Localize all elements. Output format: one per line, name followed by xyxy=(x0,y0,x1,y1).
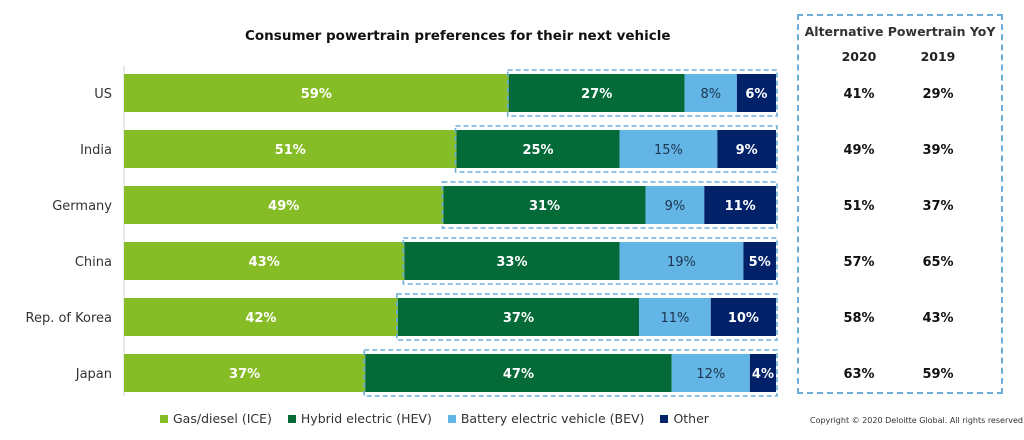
data-label-japan-0: 37% xyxy=(229,367,260,382)
category-label-japan: Japan xyxy=(75,367,112,382)
bar-germany-3 xyxy=(704,186,776,224)
bar-us-1 xyxy=(508,74,685,112)
data-label-china-0: 43% xyxy=(249,255,280,270)
legend-swatch-ice xyxy=(160,414,168,423)
bar-china-1 xyxy=(404,242,620,280)
bar-us-2 xyxy=(684,74,737,112)
bar-japan-0 xyxy=(124,354,366,392)
bar-germany-1 xyxy=(443,186,646,224)
data-label-us-1: 27% xyxy=(581,87,612,102)
alt-outline-rep-of-korea xyxy=(396,293,778,341)
data-label-japan-1: 47% xyxy=(503,367,534,382)
legend-item-ice: Gas/diesel (ICE) xyxy=(160,411,272,426)
yoy-value-4-2019: 43% xyxy=(922,311,954,326)
data-label-us-2: 8% xyxy=(700,87,721,102)
data-label-india-0: 51% xyxy=(275,143,306,158)
yoy-value-0-2020: 41% xyxy=(843,87,875,102)
data-label-rep-of-korea-2: 11% xyxy=(660,311,689,326)
legend-swatch-hev xyxy=(287,414,296,423)
legend-swatch-other xyxy=(660,414,669,423)
legend-item-other: Other xyxy=(660,411,709,426)
bar-germany-0 xyxy=(124,186,444,224)
data-label-germany-1: 31% xyxy=(529,199,560,214)
bar-india-0 xyxy=(124,130,457,168)
data-label-rep-of-korea-0: 42% xyxy=(245,311,276,326)
legend-label-other: Other xyxy=(673,411,709,426)
alt-outline-us xyxy=(506,69,778,117)
yoy-value-3-2020: 57% xyxy=(843,255,875,270)
legend-label-bev: Battery electric vehicle (BEV) xyxy=(460,411,645,426)
bar-germany-2 xyxy=(645,186,705,224)
data-label-japan-3: 4% xyxy=(752,367,774,382)
alt-outline-india xyxy=(454,125,778,173)
bar-india-1 xyxy=(456,130,620,168)
yoy-value-1-2020: 49% xyxy=(843,143,875,158)
bar-us-0 xyxy=(124,74,509,112)
data-label-rep-of-korea-3: 10% xyxy=(728,311,759,326)
legend: Gas/diesel (ICE) Hybrid electric (HEV) B… xyxy=(160,411,709,426)
bar-china-3 xyxy=(743,242,776,280)
bar-rep-of-korea-2 xyxy=(639,298,711,336)
alt-outline-china xyxy=(402,237,778,285)
bar-india-3 xyxy=(717,130,776,168)
category-label-us: US xyxy=(94,87,112,102)
yoy-value-3-2019: 65% xyxy=(922,255,954,270)
data-label-germany-0: 49% xyxy=(268,199,299,214)
alt-outline-germany xyxy=(441,181,778,229)
legend-label-hev: Hybrid electric (HEV) xyxy=(300,411,432,426)
data-label-us-0: 59% xyxy=(301,87,332,102)
bar-rep-of-korea-1 xyxy=(397,298,640,336)
yoy-value-5-2020: 63% xyxy=(843,367,875,382)
data-label-china-1: 33% xyxy=(496,255,527,270)
yoy-value-2-2019: 37% xyxy=(922,199,954,214)
bar-rep-of-korea-3 xyxy=(710,298,776,336)
category-label-germany: Germany xyxy=(52,199,112,214)
legend-label-ice: Gas/diesel (ICE) xyxy=(173,411,272,426)
bar-rep-of-korea-0 xyxy=(124,298,398,336)
yoy-panel: Alternative Powertrain YoY 2020 2019 41%… xyxy=(797,14,1003,394)
legend-item-hev: Hybrid electric (HEV) xyxy=(287,411,432,426)
bar-china-2 xyxy=(619,242,744,280)
chart-title: Consumer powertrain preferences for thei… xyxy=(245,28,671,44)
legend-swatch-bev xyxy=(447,414,456,423)
yoy-title: Alternative Powertrain YoY xyxy=(804,24,996,39)
yoy-value-1-2019: 39% xyxy=(922,143,954,158)
category-label-china: China xyxy=(75,255,112,270)
copyright-text: Copyright © 2020 Deloitte Global. All ri… xyxy=(810,416,1024,425)
yoy-value-0-2019: 29% xyxy=(922,87,954,102)
bar-india-2 xyxy=(619,130,718,168)
data-label-rep-of-korea-1: 37% xyxy=(503,311,534,326)
data-label-us-3: 6% xyxy=(745,87,767,102)
category-label-rep-of-korea: Rep. of Korea xyxy=(26,311,112,326)
data-label-india-2: 15% xyxy=(654,143,683,158)
yoy-value-4-2020: 58% xyxy=(843,311,875,326)
yoy-value-2-2020: 51% xyxy=(843,199,875,214)
data-label-china-2: 19% xyxy=(667,255,696,270)
bar-japan-2 xyxy=(671,354,750,392)
data-label-germany-3: 11% xyxy=(725,199,756,214)
data-label-india-1: 25% xyxy=(522,143,553,158)
data-label-germany-2: 9% xyxy=(665,199,686,214)
legend-item-bev: Battery electric vehicle (BEV) xyxy=(447,411,645,426)
data-label-india-3: 9% xyxy=(736,143,758,158)
bar-japan-1 xyxy=(365,354,672,392)
bar-us-3 xyxy=(736,74,776,112)
yoy-header-2020: 2020 xyxy=(841,49,877,64)
bar-china-0 xyxy=(124,242,405,280)
data-label-china-3: 5% xyxy=(749,255,771,270)
yoy-value-5-2019: 59% xyxy=(922,367,954,382)
bar-japan-3 xyxy=(749,354,776,392)
alt-outline-japan xyxy=(363,349,778,397)
data-label-japan-2: 12% xyxy=(696,367,725,382)
category-label-india: India xyxy=(80,143,112,158)
yoy-header-2019: 2019 xyxy=(920,49,956,64)
